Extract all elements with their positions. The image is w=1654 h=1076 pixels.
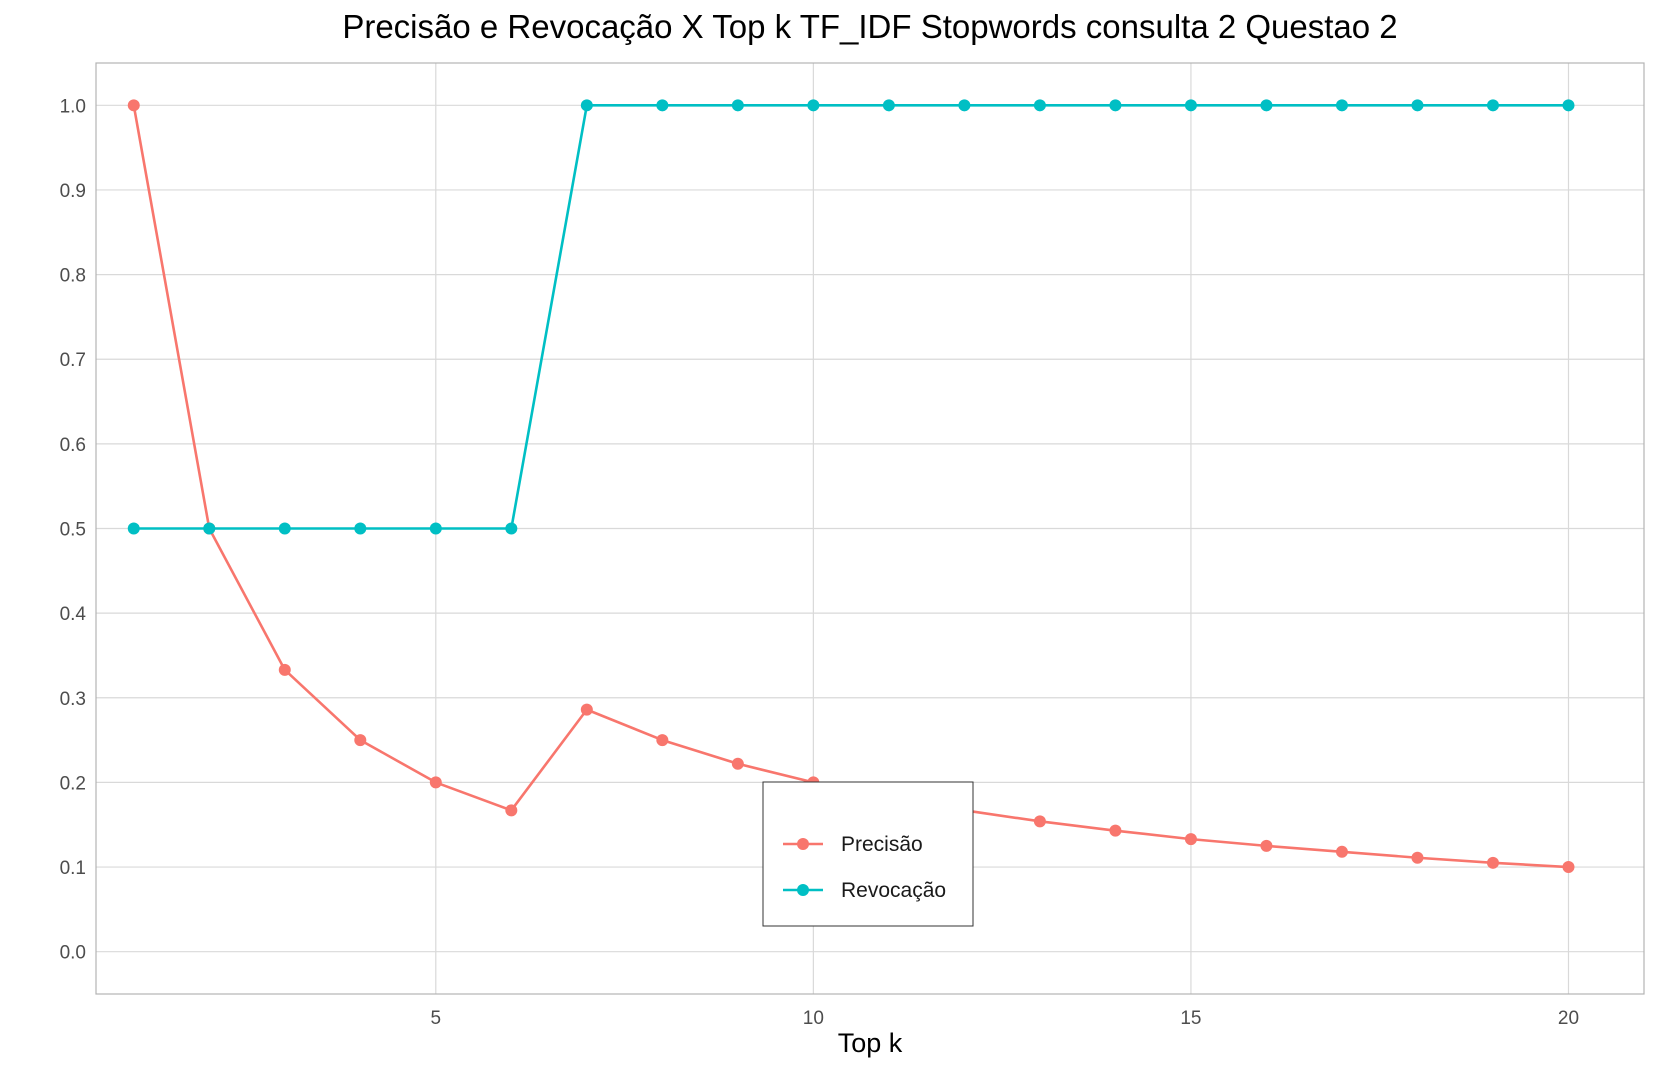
y-tick-label: 0.0 bbox=[60, 943, 86, 964]
y-tick-label: 0.9 bbox=[60, 181, 86, 202]
data-point bbox=[278, 522, 291, 535]
data-point bbox=[1260, 839, 1273, 852]
panel-border bbox=[95, 62, 1645, 995]
data-point bbox=[1562, 99, 1575, 112]
data-point bbox=[731, 99, 744, 112]
data-point bbox=[882, 99, 895, 112]
data-point bbox=[127, 522, 140, 535]
data-point bbox=[1184, 833, 1197, 846]
legend-box bbox=[762, 781, 974, 927]
series-line-2 bbox=[133, 104, 1569, 530]
data-point bbox=[505, 522, 518, 535]
data-point bbox=[505, 804, 518, 817]
data-point bbox=[278, 663, 291, 676]
data-point bbox=[1486, 856, 1499, 869]
data-point bbox=[354, 522, 367, 535]
y-tick-label: 0.3 bbox=[60, 689, 86, 710]
data-point bbox=[1033, 815, 1046, 828]
y-tick-label: 0.6 bbox=[60, 435, 86, 456]
x-tick-label: 15 bbox=[1180, 1008, 1201, 1029]
data-point bbox=[1411, 851, 1424, 864]
legend-key-point bbox=[797, 884, 809, 896]
data-point bbox=[1184, 99, 1197, 112]
legend-label: Precisão bbox=[841, 833, 923, 856]
data-point bbox=[807, 99, 820, 112]
y-tick-label: 0.7 bbox=[60, 350, 86, 371]
data-point bbox=[958, 99, 971, 112]
data-point bbox=[1486, 99, 1499, 112]
data-point bbox=[656, 734, 669, 747]
data-point bbox=[1335, 99, 1348, 112]
data-point bbox=[656, 99, 669, 112]
y-tick-label: 0.8 bbox=[60, 266, 86, 287]
data-point bbox=[580, 99, 593, 112]
y-tick-label: 1.0 bbox=[60, 96, 86, 117]
chart-title: Precisão e Revocação X Top k TF_IDF Stop… bbox=[342, 8, 1398, 45]
x-tick-label: 5 bbox=[431, 1008, 442, 1029]
data-point bbox=[429, 522, 442, 535]
y-tick-label: 0.1 bbox=[60, 858, 86, 879]
data-point bbox=[731, 757, 744, 770]
data-point bbox=[1411, 99, 1424, 112]
legend-label: Revocação bbox=[841, 879, 946, 902]
data-point bbox=[1033, 99, 1046, 112]
data-point bbox=[1109, 824, 1122, 837]
data-point bbox=[203, 522, 216, 535]
data-point bbox=[1260, 99, 1273, 112]
data-point bbox=[429, 776, 442, 789]
data-point bbox=[1109, 99, 1122, 112]
y-tick-label: 0.5 bbox=[60, 520, 86, 541]
y-tick-label: 0.2 bbox=[60, 773, 86, 794]
data-point bbox=[580, 703, 593, 716]
series-line-1 bbox=[132, 105, 1569, 869]
data-point bbox=[354, 734, 367, 747]
data-point bbox=[1562, 861, 1575, 874]
data-point bbox=[127, 99, 140, 112]
legend-key-point bbox=[797, 838, 809, 850]
x-tick-label: 10 bbox=[803, 1008, 824, 1029]
data-point bbox=[1335, 845, 1348, 858]
x-tick-label: 20 bbox=[1558, 1008, 1579, 1029]
y-tick-label: 0.4 bbox=[60, 604, 87, 625]
x-axis-title: Top k bbox=[837, 1028, 903, 1058]
